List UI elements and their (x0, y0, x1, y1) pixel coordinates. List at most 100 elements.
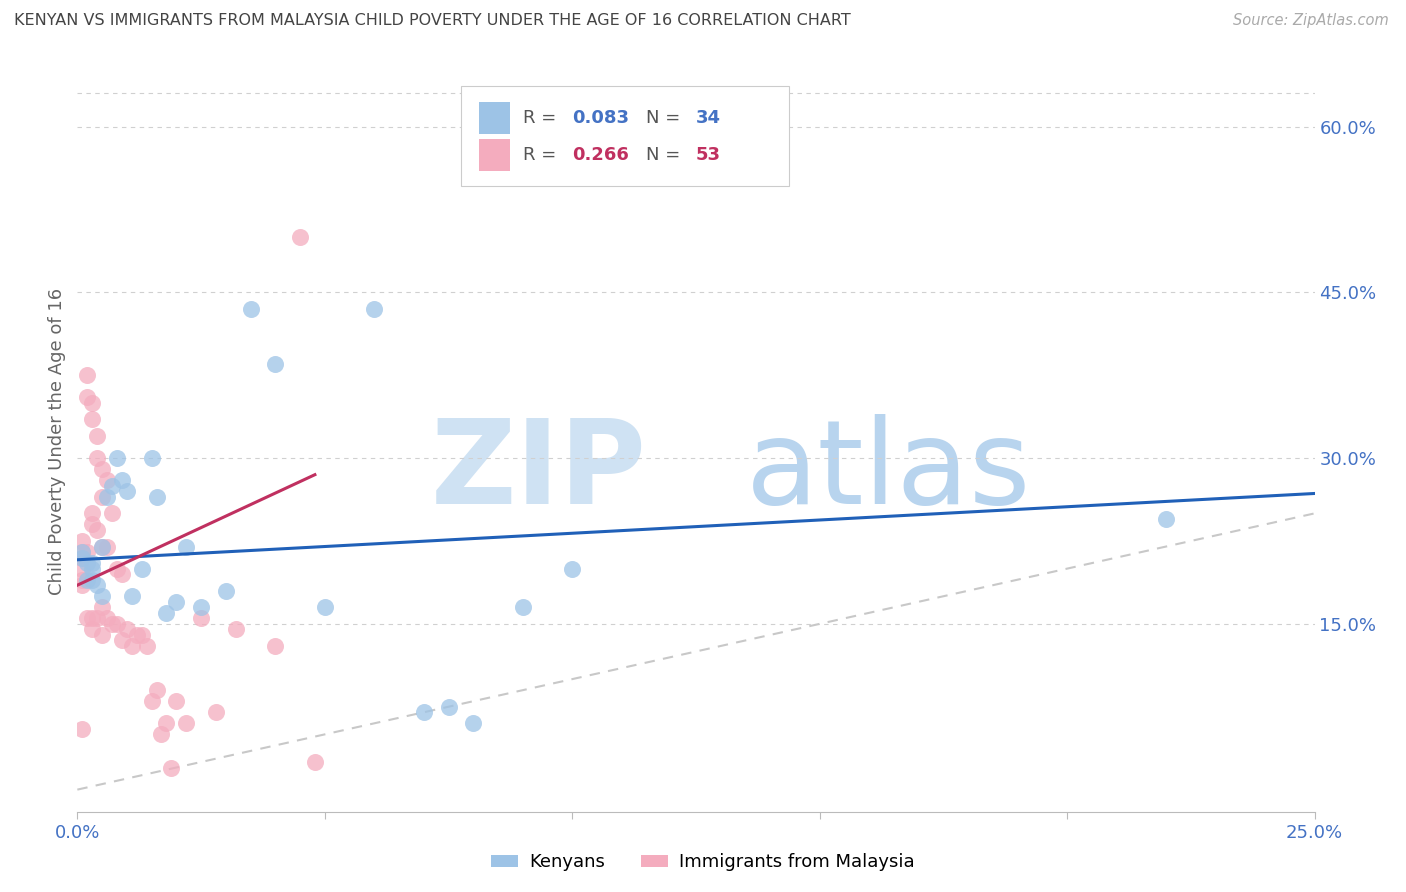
Point (131, 628, 153, 642)
Point (155, 606, 177, 620)
Point (135, 639, 157, 653)
Point (91, 462, 114, 476)
Point (86, 429, 108, 443)
Point (115, 623, 138, 637)
Point (111, 633, 134, 648)
Point (91, 600, 114, 615)
Point (190, 600, 212, 615)
Point (82, 396, 104, 410)
Point (215, 583, 238, 598)
Point (72, 545, 94, 559)
Point (101, 507, 124, 521)
Point (72, 578, 94, 592)
Point (82, 561, 104, 575)
Point (437, 699, 460, 714)
Legend: Kenyans, Immigrants from Malaysia: Kenyans, Immigrants from Malaysia (484, 847, 922, 879)
Point (288, 230, 311, 244)
Bar (479, 139, 510, 170)
Point (72, 573, 94, 587)
Point (264, 357, 287, 371)
Point (86, 611, 108, 625)
Point (304, 755, 326, 769)
Point (91, 540, 114, 554)
Point (145, 683, 167, 698)
Point (72, 561, 94, 575)
Point (82, 611, 104, 625)
Point (91, 628, 114, 642)
Point (115, 484, 138, 499)
Point (150, 727, 173, 741)
Text: 53: 53 (696, 146, 721, 164)
Point (82, 556, 104, 570)
Point (72, 545, 94, 559)
Text: 34: 34 (696, 109, 721, 127)
Point (105, 616, 128, 631)
Point (82, 412, 104, 426)
Point (190, 611, 212, 625)
Text: 0.083: 0.083 (572, 109, 630, 127)
Text: N =: N = (647, 146, 686, 164)
Point (72, 533, 94, 548)
Point (86, 523, 108, 537)
Point (121, 589, 143, 603)
Point (105, 561, 128, 575)
Point (165, 595, 187, 609)
Point (145, 490, 167, 504)
Point (155, 716, 177, 731)
Point (72, 550, 94, 565)
Point (82, 573, 104, 587)
Text: atlas: atlas (745, 414, 1031, 529)
Point (463, 716, 485, 731)
Point (121, 639, 143, 653)
Point (72, 550, 94, 565)
Point (174, 716, 197, 731)
Point (141, 451, 163, 466)
Text: ZIP: ZIP (430, 414, 647, 529)
Point (91, 490, 114, 504)
Text: R =: R = (523, 109, 562, 127)
Text: N =: N = (647, 109, 686, 127)
Text: KENYAN VS IMMIGRANTS FROM MALAYSIA CHILD POVERTY UNDER THE AGE OF 16 CORRELATION: KENYAN VS IMMIGRANTS FROM MALAYSIA CHILD… (14, 13, 851, 29)
Text: R =: R = (523, 146, 562, 164)
Point (111, 567, 134, 582)
Point (314, 600, 336, 615)
Point (86, 578, 108, 592)
Point (91, 540, 114, 554)
Point (96, 490, 118, 504)
Point (141, 694, 163, 708)
Text: Source: ZipAtlas.com: Source: ZipAtlas.com (1233, 13, 1389, 29)
Point (76, 390, 98, 404)
Point (131, 561, 153, 575)
Y-axis label: Child Poverty Under the Age of 16: Child Poverty Under the Age of 16 (48, 288, 66, 595)
Point (125, 628, 148, 642)
Point (76, 573, 98, 587)
Text: 0.266: 0.266 (572, 146, 628, 164)
Point (76, 545, 98, 559)
Point (86, 451, 108, 466)
Point (76, 611, 98, 625)
Point (363, 301, 385, 316)
Point (165, 694, 187, 708)
Point (91, 589, 114, 603)
Point (101, 616, 124, 631)
Point (105, 451, 128, 466)
Point (412, 706, 434, 720)
Bar (479, 103, 510, 134)
Point (101, 479, 124, 493)
Point (264, 639, 287, 653)
Point (82, 507, 104, 521)
Point (82, 517, 104, 532)
Point (205, 706, 228, 720)
Point (174, 540, 197, 554)
FancyBboxPatch shape (461, 87, 789, 186)
Point (512, 600, 534, 615)
Point (111, 473, 134, 487)
Point (561, 561, 583, 575)
Point (96, 540, 118, 554)
Point (1154, 512, 1177, 526)
Point (160, 760, 183, 774)
Point (82, 623, 104, 637)
Point (239, 301, 262, 316)
Point (72, 722, 94, 736)
Point (225, 623, 247, 637)
